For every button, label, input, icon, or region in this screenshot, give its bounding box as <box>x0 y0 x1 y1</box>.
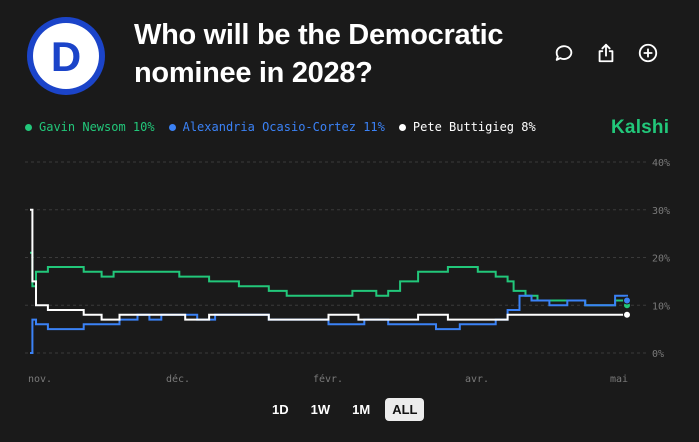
legend-label-newsom: Gavin Newsom 10% <box>39 120 155 134</box>
chart-legend: Gavin Newsom 10% Alexandria Ocasio-Corte… <box>25 120 550 134</box>
legend-dot-ocasio-cortez <box>168 123 176 131</box>
legend-dot-newsom <box>25 123 32 131</box>
legend-label-ocasio-cortez: Alexandria Ocasio-Cortez 11% <box>182 120 385 134</box>
series-line-2 <box>30 208 627 321</box>
legend-item-newsom: Gavin Newsom 10% <box>25 120 155 134</box>
market-actions <box>551 40 661 66</box>
x-tick-label: déc. <box>166 373 190 385</box>
legend-label-buttigieg: Pete Buttigieg 8% <box>412 120 536 134</box>
series-end-point-1 <box>623 296 631 305</box>
logo-letter: D <box>51 33 81 80</box>
democratic-party-logo: D <box>27 17 105 95</box>
comment-icon <box>555 45 573 61</box>
comment-button[interactable] <box>551 40 577 66</box>
legend-item-ocasio-cortez: Alexandria Ocasio-Cortez 11% <box>168 120 385 134</box>
range-1d-button[interactable]: 1D <box>272 402 289 417</box>
y-tick-label: 20% <box>652 254 670 265</box>
kalshi-brand: Kalshi <box>611 117 670 138</box>
share-icon <box>598 43 614 63</box>
market-title-line-1: Who will be the Democratic <box>134 19 504 51</box>
time-range-selector: 1D 1W 1M ALL <box>265 398 425 421</box>
price-chart: 0% 10% 20% 30% 40% nov. déc. févr. avr. mai <box>25 158 670 385</box>
y-tick-label: 40% <box>652 158 670 169</box>
range-all-button[interactable]: ALL <box>385 398 425 421</box>
x-tick-label: avr. <box>465 374 489 385</box>
market-title-line-2: nominee in 2028? <box>134 57 373 89</box>
legend-item-buttigieg: Pete Buttigieg 8% <box>398 120 536 134</box>
legend-dot-buttigieg <box>398 123 406 131</box>
y-tick-label: 10% <box>652 301 670 312</box>
series-line-1 <box>30 294 628 354</box>
y-tick-label: 30% <box>652 206 670 217</box>
x-tick-label: mai <box>610 374 628 385</box>
add-button[interactable] <box>635 40 661 66</box>
x-tick-label: févr. <box>313 373 343 385</box>
series-line-0 <box>30 251 628 307</box>
plus-circle-icon <box>638 43 658 63</box>
series-end-point-2 <box>623 310 631 319</box>
range-1w-button[interactable]: 1W <box>310 402 331 417</box>
x-tick-label: nov. <box>28 374 52 385</box>
share-button[interactable] <box>593 40 619 66</box>
y-tick-label: 0% <box>652 349 664 360</box>
market-title: Who will be the Democratic nominee in 20… <box>134 16 534 92</box>
range-1m-button[interactable]: 1M <box>352 402 371 417</box>
